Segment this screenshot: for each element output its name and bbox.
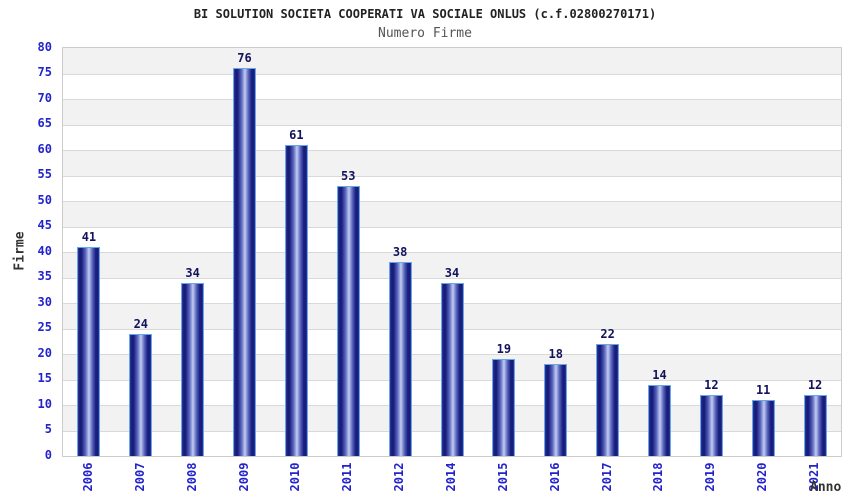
bar-value-label: 41 xyxy=(81,229,97,244)
bar xyxy=(77,246,101,456)
plot-band xyxy=(63,252,841,278)
plot-band xyxy=(63,175,841,201)
bar-value-label: 12 xyxy=(807,377,823,392)
bar-value-label: 34 xyxy=(185,265,200,280)
bar xyxy=(233,68,257,456)
x-axis-title: Anno xyxy=(810,480,842,495)
y-tick-label: 55 xyxy=(37,167,52,181)
y-tick-label: 0 xyxy=(44,447,52,462)
bar xyxy=(388,262,412,456)
y-tick-label: 80 xyxy=(37,39,52,54)
x-tick-label: 2008 xyxy=(184,462,199,492)
y-tick-label: 40 xyxy=(37,243,52,258)
gridline xyxy=(63,252,841,253)
bar-value-label: 34 xyxy=(444,265,460,280)
x-tick-label: 2010 xyxy=(288,462,303,492)
bar xyxy=(751,399,775,456)
bar xyxy=(336,185,360,456)
x-tick-label: 2016 xyxy=(547,462,562,492)
y-tick-label: 35 xyxy=(37,269,52,283)
plot-band xyxy=(63,124,841,150)
bar xyxy=(129,333,153,456)
chart-title: BI SOLUTION SOCIETA COOPERATI VA SOCIALE… xyxy=(193,7,657,21)
bar-value-label: 53 xyxy=(341,168,356,183)
bar xyxy=(803,394,827,456)
bar-value-label: 22 xyxy=(600,326,615,341)
x-tick-label: 2018 xyxy=(651,462,666,492)
bar-value-label: 38 xyxy=(392,245,408,260)
plot-band xyxy=(63,99,841,125)
plot-area: 41 24 34 76 61 53 38 34 19 18 22 14 12 11 12 xyxy=(62,47,842,457)
y-tick-label: 70 xyxy=(37,90,52,105)
gridline xyxy=(63,201,841,202)
chart-subtitle: Numero Firme xyxy=(378,26,472,41)
x-tick-label: 2006 xyxy=(80,462,95,492)
plot-band xyxy=(63,150,841,176)
y-tick-label: 15 xyxy=(37,371,52,385)
y-tick-label: 10 xyxy=(37,396,52,411)
gridline xyxy=(63,73,841,75)
y-tick-label: 60 xyxy=(37,141,52,156)
bar xyxy=(492,359,516,456)
x-tick-label: 2011 xyxy=(340,462,355,492)
gridline xyxy=(63,99,841,100)
gridline xyxy=(63,277,841,279)
bar-value-label: 24 xyxy=(133,316,149,331)
bar xyxy=(181,282,205,456)
x-tick-label: 2019 xyxy=(703,462,718,492)
y-tick-label: 50 xyxy=(37,192,52,207)
plot-band xyxy=(63,48,841,74)
plot-band xyxy=(63,201,841,227)
gridline xyxy=(63,226,841,228)
bar xyxy=(440,282,464,456)
bar xyxy=(284,144,308,456)
bar-value-label: 18 xyxy=(548,347,563,362)
gridline xyxy=(63,150,841,151)
x-tick-label: 2009 xyxy=(236,462,251,492)
bar xyxy=(647,384,671,456)
bar-value-label: 19 xyxy=(496,342,512,357)
gridline xyxy=(63,124,841,126)
x-tick-label: 2007 xyxy=(132,462,147,492)
gridline xyxy=(63,175,841,177)
bar-value-label: 12 xyxy=(704,377,719,392)
y-tick-label: 65 xyxy=(37,116,52,130)
x-tick-label: 2017 xyxy=(599,462,614,492)
bar-value-label: 61 xyxy=(289,127,304,142)
y-tick-label: 30 xyxy=(37,294,52,309)
plot-band xyxy=(63,73,841,99)
bar xyxy=(544,364,568,456)
x-tick-label: 2015 xyxy=(495,462,510,492)
y-tick-label: 25 xyxy=(37,320,52,334)
x-tick-label: 2014 xyxy=(444,462,458,492)
plot-band xyxy=(63,226,841,252)
bar-value-label: 76 xyxy=(237,51,252,66)
y-tick-label: 75 xyxy=(37,65,52,79)
y-tick-label: 45 xyxy=(37,218,52,232)
bar xyxy=(596,343,620,456)
bar xyxy=(699,394,723,456)
y-tick-label: 5 xyxy=(44,422,52,436)
x-tick-label: 2012 xyxy=(392,462,407,492)
x-tick-label: 2020 xyxy=(755,462,770,492)
bar-value-label: 11 xyxy=(755,382,771,397)
bar-value-label: 14 xyxy=(652,367,667,382)
y-tick-label: 20 xyxy=(37,345,52,360)
